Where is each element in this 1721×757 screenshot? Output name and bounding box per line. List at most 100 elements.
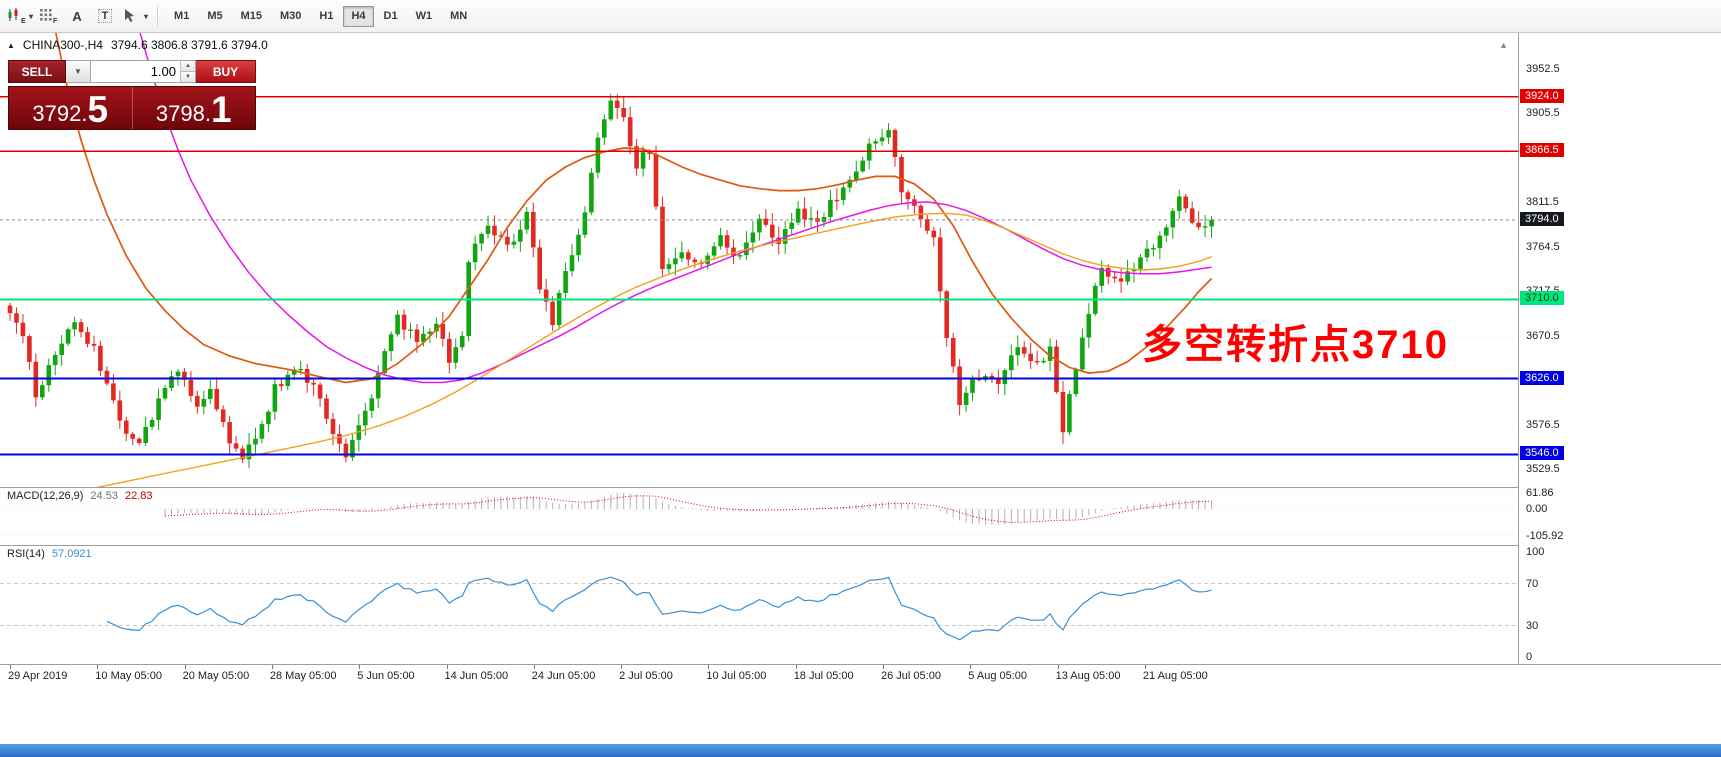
timeframe-button-h4[interactable]: H4: [343, 5, 374, 27]
volume-stepper: ▲ ▼: [180, 61, 195, 82]
cursor-tools-icon: [125, 9, 135, 22]
time-axis-tick: [359, 665, 361, 669]
price-axis-label: 3529.5: [1526, 462, 1560, 475]
time-axis-label: 20 May 05:00: [182, 670, 250, 682]
price-level-badge: 3794.0: [1520, 211, 1564, 226]
text-frame-icon-button[interactable]: T: [92, 4, 118, 28]
time-axis[interactable]: 29 Apr 2019 10 May 05:00 20 May 05:00 28 Ma…: [0, 664, 1721, 685]
volume-decrease-button[interactable]: ▼: [181, 71, 195, 82]
price-axis-label: 3576.5: [1526, 418, 1560, 431]
rsi-axis-label: 100: [1526, 546, 1545, 558]
chart-text-annotation[interactable]: 多空转折点3710: [1142, 323, 1449, 367]
timeframe-button-h1[interactable]: H1: [319, 10, 334, 22]
time-axis-tick: [1057, 665, 1059, 669]
time-axis-label: 5 Aug 05:00: [968, 670, 1028, 682]
chevron-down-icon: ▾: [144, 11, 149, 21]
volume-value: 1.00: [150, 64, 176, 79]
time-axis-tick: [708, 665, 710, 669]
rsi-pane[interactable]: RSI(14) 57.0921: [0, 545, 1518, 664]
trade-controls-row: SELL ▼ 1.00 ▲ ▼ BUY: [8, 60, 256, 83]
svg-text:E: E: [21, 18, 26, 25]
rsi-axis-label: 0: [1526, 651, 1533, 663]
bid-ask-banner: 3792. 5 3798. 1: [8, 86, 256, 130]
time-axis-tick: [621, 665, 623, 669]
time-axis-tick: [446, 665, 448, 669]
rsi-value: 57.0921: [51, 548, 92, 560]
time-axis-label: 13 Aug 05:00: [1055, 670, 1121, 682]
ma-slow-line: [95, 212, 1212, 487]
chart-title: ▲ CHINA300-,H4 3794.6 3806.8 3791.6 3794…: [7, 38, 268, 52]
chart-grid-icon-button[interactable]: F: [36, 4, 62, 28]
one-click-trading-panel: SELL ▼ 1.00 ▲ ▼ BUY 3792. 5 3798.: [8, 60, 256, 130]
chart-ohlc-values: 3794.6 3806.8 3791.6 3794.0: [110, 38, 268, 52]
macd-chart[interactable]: [0, 487, 1518, 545]
timeframe-button-m5[interactable]: M5: [207, 10, 223, 22]
time-axis-tick: [10, 665, 11, 669]
order-type-dropdown[interactable]: ▼: [66, 60, 91, 83]
timeframe-button-m1[interactable]: M1: [174, 10, 190, 22]
timeframe-button-group: M1 M5 M15 M30 H1 H4 D1 W1 MN: [166, 5, 477, 27]
chart-toolbar: E ▾ F A T ▾ M1 M5 M15 M30 H1 H4 D1 W1 MN: [0, 0, 1721, 33]
macd-name: MACD(12,26,9): [7, 490, 84, 502]
chart-symbol-label: CHINA300-,H4: [22, 38, 103, 52]
price-axis-label: 3670.5: [1526, 329, 1560, 342]
price-level-badge: 3626.0: [1520, 370, 1564, 385]
price-axis[interactable]: 3952.53905.53811.53764.53717.53670.53576…: [1518, 33, 1721, 664]
chart-shift-icon[interactable]: ▲: [1499, 40, 1508, 50]
macd-histogram: [164, 493, 1213, 525]
macd-pane[interactable]: MACD(12,26,9) 24.53 22.83: [0, 487, 1518, 545]
time-axis-tick: [970, 665, 972, 669]
price-level-badge: 3546.0: [1520, 446, 1564, 461]
timeframe-button-mn[interactable]: MN: [450, 10, 468, 22]
macd-axis-label: 0.00: [1526, 503, 1548, 515]
chart-grid-icon: F: [40, 9, 58, 25]
price-level-badge: 3710.0: [1520, 291, 1564, 306]
timeframe-button-w1[interactable]: W1: [415, 10, 433, 22]
pane-separator[interactable]: [0, 487, 1721, 488]
price-chart[interactable]: [0, 33, 1518, 487]
sell-price-pip: 5: [87, 88, 109, 130]
rsi-line: [106, 576, 1212, 641]
price-level-badge: 3924.0: [1520, 88, 1564, 103]
rsi-chart[interactable]: [0, 545, 1518, 664]
time-axis-label: 10 Jul 05:00: [706, 670, 767, 682]
time-axis-label: 26 Jul 05:00: [881, 670, 941, 682]
timeframe-button-d1[interactable]: D1: [383, 10, 398, 22]
cursor-tools-icon-button[interactable]: ▾: [120, 4, 149, 28]
price-level-badge: 3866.5: [1520, 143, 1564, 158]
macd-signal-value: 22.83: [124, 490, 153, 502]
macd-main-value: 24.53: [90, 490, 118, 502]
volume-input[interactable]: 1.00 ▲ ▼: [91, 60, 196, 83]
buy-price-pip: 1: [210, 88, 232, 130]
buy-price[interactable]: 3798. 1: [131, 87, 256, 130]
rsi-axis-label: 30: [1526, 619, 1539, 632]
collapse-icon[interactable]: ▲: [7, 40, 15, 50]
text-label-icon-button[interactable]: A: [64, 4, 90, 28]
sell-button[interactable]: SELL: [8, 60, 66, 83]
sell-price[interactable]: 3792. 5: [9, 87, 132, 129]
price-chart-pane[interactable]: ▲ CHINA300-,H4 3794.6 3806.8 3791.6 3794…: [0, 33, 1518, 487]
time-axis-label: 14 Jun 05:00: [444, 670, 509, 682]
time-axis-label: 24 Jun 05:00: [531, 670, 596, 682]
macd-axis-label: 61.86: [1526, 487, 1554, 499]
time-axis-label: 2 Jul 05:00: [619, 670, 673, 682]
time-axis-label: 10 May 05:00: [95, 670, 162, 682]
candle-chart-icon-button[interactable]: E ▾: [5, 4, 34, 28]
time-axis-label: 29 Apr 2019: [8, 670, 68, 682]
rsi-axis-label: 70: [1526, 577, 1539, 590]
buy-button[interactable]: BUY: [196, 60, 256, 83]
price-axis-label: 3905.5: [1526, 107, 1560, 120]
time-axis-tick: [883, 665, 884, 669]
time-axis-label: 18 Jul 05:00: [793, 670, 854, 682]
buy-price-main: 3798.: [155, 100, 211, 126]
volume-increase-button[interactable]: ▲: [181, 61, 195, 71]
time-axis-tick: [533, 665, 535, 669]
macd-signal-line: [164, 495, 1212, 523]
pane-separator[interactable]: [0, 545, 1721, 546]
svg-text:F: F: [53, 18, 58, 25]
time-axis-label: 21 Aug 05:00: [1142, 670, 1208, 682]
timeframe-button-m30[interactable]: M30: [280, 10, 302, 22]
macd-axis-label: -105.92: [1526, 530, 1564, 543]
timeframe-button-m15[interactable]: M15: [240, 10, 262, 22]
